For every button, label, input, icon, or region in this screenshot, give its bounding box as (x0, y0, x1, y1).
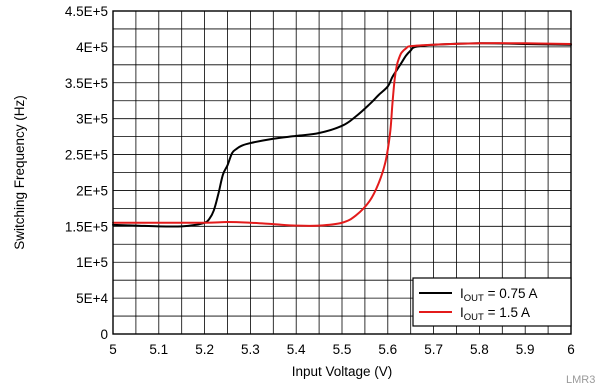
legend-label-rest: = 0.75 A (484, 286, 538, 301)
series-layer (112, 42, 572, 228)
x-tick-labels: 5 5.1 5.2 5.3 5.4 5.5 5.6 5.7 5.8 5.9 6 (109, 342, 575, 357)
x-tick-label: 5.5 (333, 342, 352, 357)
legend-label: IOUT = 0.75 A (460, 286, 538, 304)
x-tick-label: 5.1 (149, 342, 168, 357)
plot-frame (112, 10, 572, 335)
x-tick-label: 5.6 (378, 342, 397, 357)
x-tick-label: 5.3 (241, 342, 260, 357)
x-axis-label: Input Voltage (V) (292, 364, 393, 379)
y-tick-label: 2.5E+5 (65, 148, 108, 163)
x-tick-label: 5.8 (470, 342, 489, 357)
legend-label-subscript: OUT (464, 312, 484, 323)
watermark-text: LMR3 (566, 374, 595, 386)
x-tick-label: 5.2 (195, 342, 214, 357)
y-tick-label: 4E+5 (76, 40, 108, 55)
x-tick-label: 5.9 (516, 342, 535, 357)
legend-label-subscript: OUT (464, 293, 484, 304)
y-axis-label: Switching Frequency (Hz) (12, 95, 27, 250)
y-tick-label: 0 (100, 327, 108, 342)
x-tick-label: 5.4 (287, 342, 306, 357)
legend-box (412, 277, 572, 327)
y-tick-label: 1.5E+5 (65, 219, 108, 234)
y-tick-label: 5E+4 (76, 291, 108, 306)
legend-label-rest: = 1.5 A (484, 305, 530, 320)
y-tick-label: 3.5E+5 (65, 76, 108, 91)
y-tick-label: 1E+5 (76, 255, 108, 270)
y-tick-label: 3E+5 (76, 112, 108, 127)
legend-label-main: I (460, 286, 464, 301)
y-tick-labels: 0 5E+4 1E+5 1.5E+5 2E+5 2.5E+5 3E+5 3.5E+5 4E+5 4… (65, 4, 109, 342)
series-line-iout-1-5a (112, 42, 572, 227)
y-tick-label: 4.5E+5 (65, 4, 108, 19)
x-tick-label: 6 (567, 342, 575, 357)
x-tick-label: 5.7 (424, 342, 443, 357)
x-tick-label: 5 (109, 342, 117, 357)
y-tick-label: 2E+5 (76, 183, 108, 198)
legend-label-main: I (460, 305, 464, 320)
legend-label: IOUT = 1.5 A (460, 305, 530, 323)
